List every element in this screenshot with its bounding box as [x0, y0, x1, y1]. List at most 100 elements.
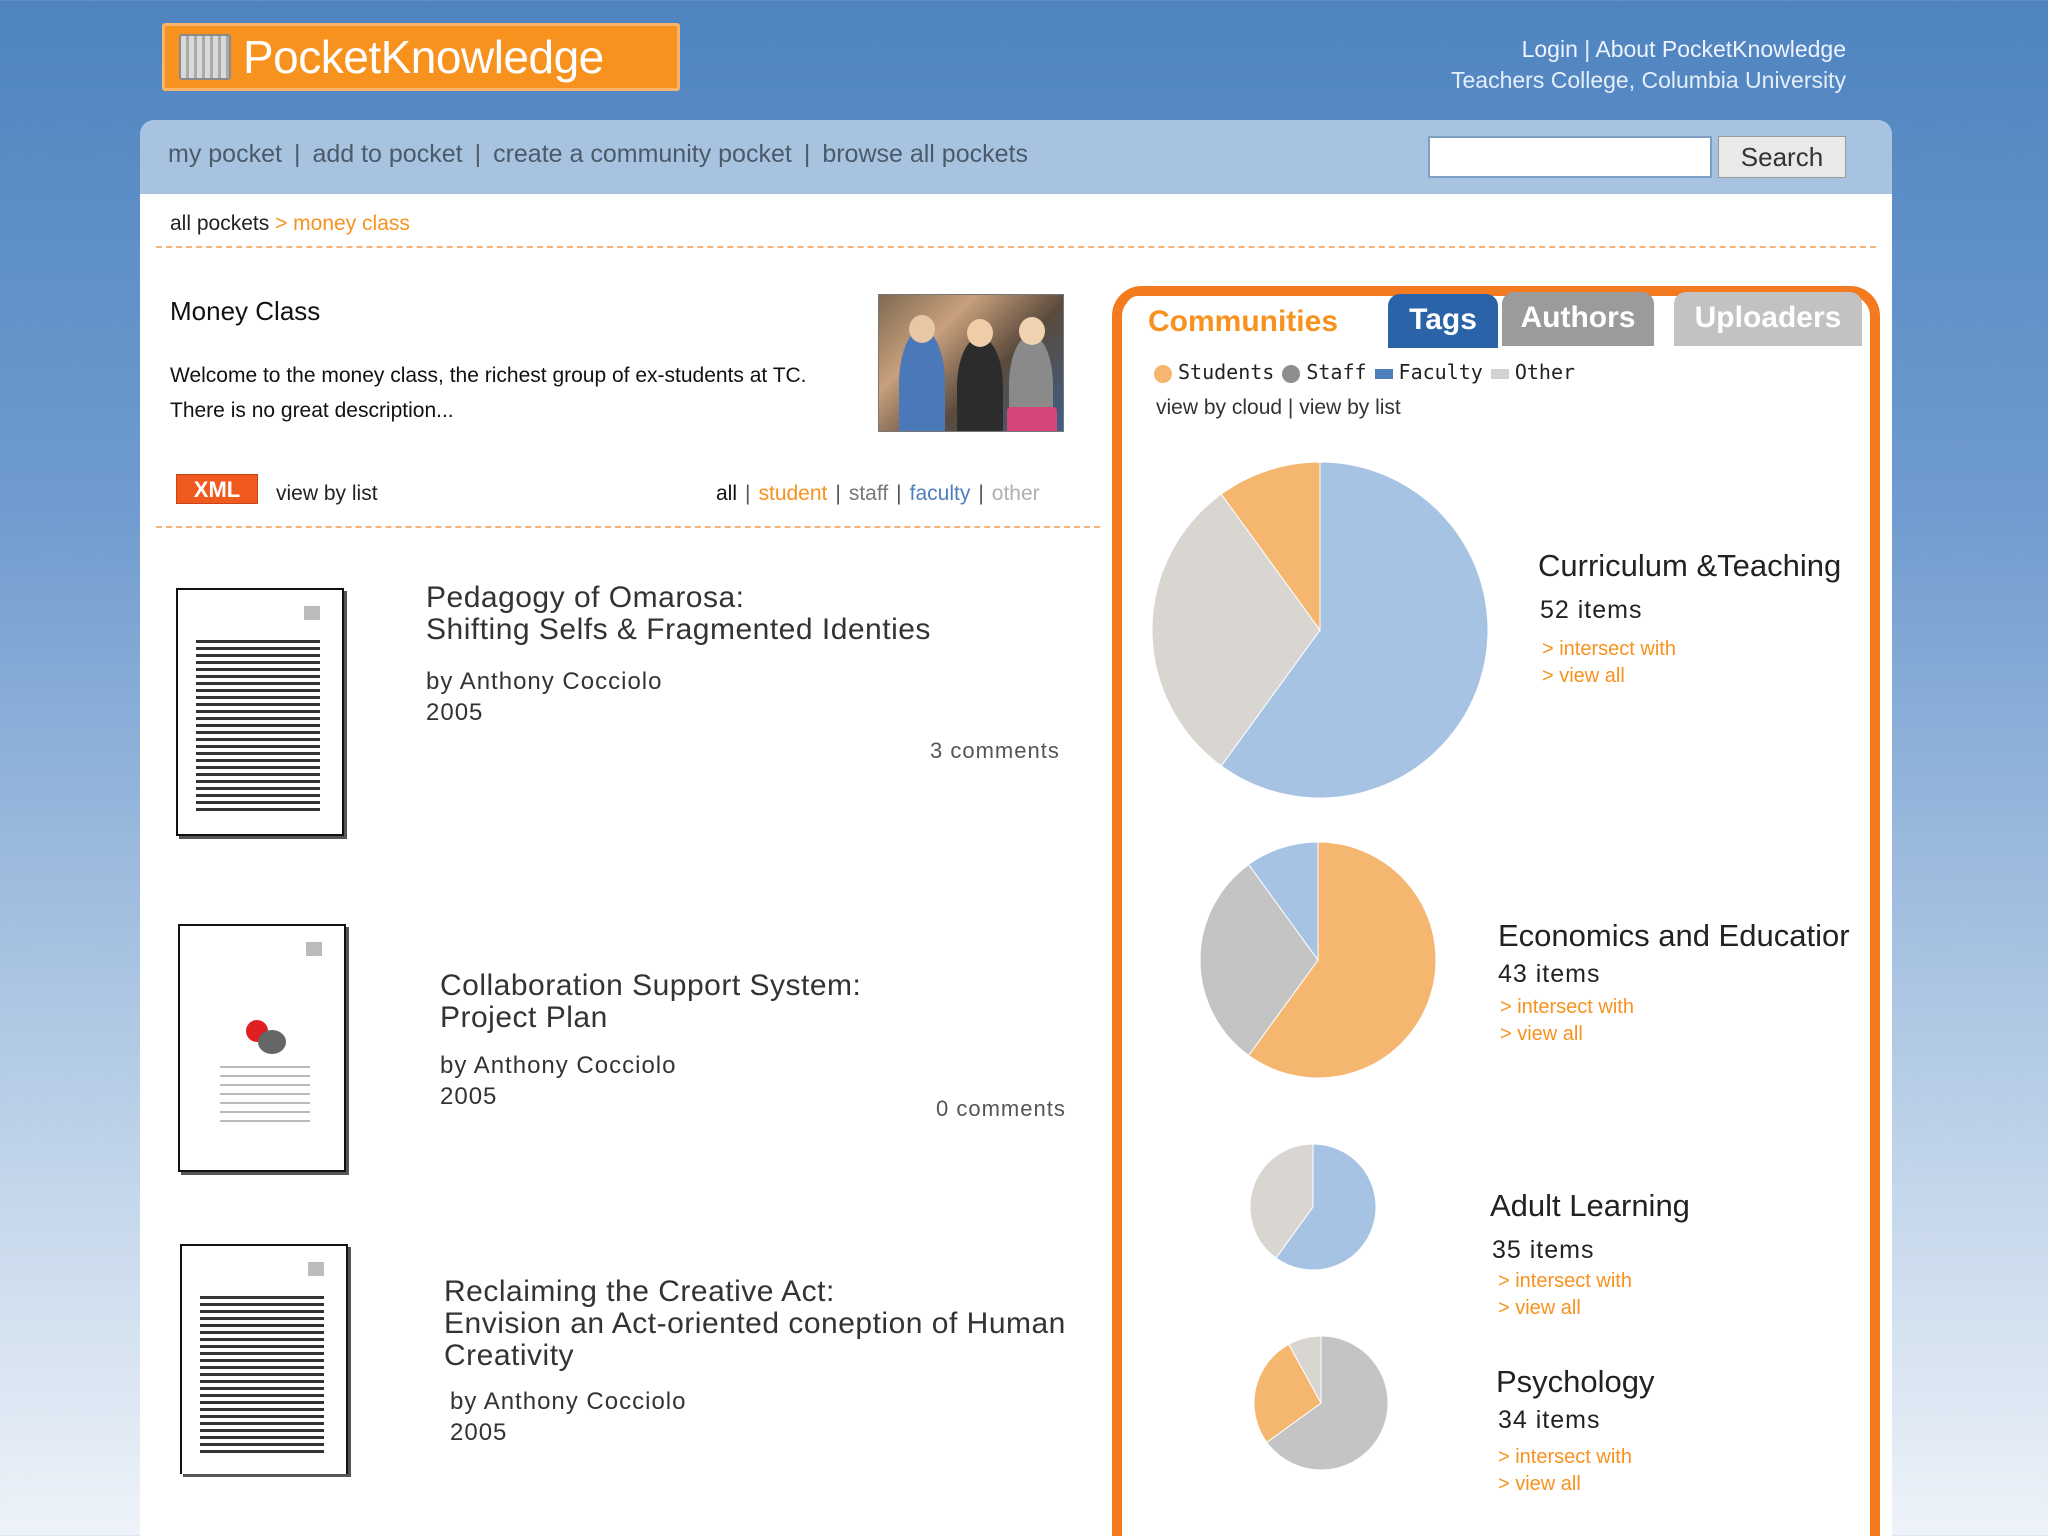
nav-browse-all-pockets[interactable]: browse all pockets — [822, 140, 1028, 168]
login-link[interactable]: Login — [1521, 36, 1578, 62]
document-thumbnail[interactable] — [178, 924, 346, 1172]
intersect-with-link[interactable]: > intersect with — [1498, 1270, 1632, 1292]
legend-faculty: Faculty — [1374, 360, 1483, 384]
nav-links: my pocket | add to pocket | create a com… — [168, 140, 1028, 169]
intersect-with-link[interactable]: > intersect with — [1542, 638, 1676, 660]
pie-slice-staff — [1199, 863, 1319, 1057]
pie-slice-students — [1247, 841, 1437, 1079]
document-meta: by Anthony Cocciolo 2005 — [426, 666, 662, 728]
pie-slice-faculty — [1220, 461, 1489, 799]
logo-text: PocketKnowledge — [243, 31, 604, 83]
filter-all[interactable]: all — [716, 482, 738, 505]
community-name[interactable]: Adult Learning — [1490, 1188, 1690, 1223]
document-title[interactable]: Reclaiming the Creative Act: Envision an… — [444, 1276, 1066, 1372]
document-author: by Anthony Cocciolo — [426, 668, 663, 695]
tab-uploaders[interactable]: Uploaders — [1674, 292, 1862, 346]
view-by-cloud-link[interactable]: view by cloud — [1156, 396, 1283, 419]
document-title-line: Reclaiming the Creative Act: — [444, 1275, 835, 1308]
document-meta: by Anthony Cocciolo 2005 — [440, 1050, 676, 1112]
xml-feed-button[interactable]: XML — [176, 474, 258, 504]
filter-staff[interactable]: staff — [848, 482, 889, 505]
filter-student[interactable]: student — [758, 482, 828, 505]
breadcrumb: all pockets > money class — [170, 212, 410, 236]
document-comments[interactable]: 0 comments — [936, 1096, 1066, 1121]
search-input[interactable] — [1428, 136, 1712, 178]
about-link[interactable]: About PocketKnowledge — [1595, 36, 1846, 62]
document-title-line: Collaboration Support System: — [440, 969, 862, 1002]
main-panel: all pockets > money class Money Class We… — [140, 194, 1892, 1536]
view-all-link[interactable]: > view all — [1542, 665, 1625, 687]
nav-separator: | — [293, 140, 301, 168]
tab-tags[interactable]: Tags — [1388, 294, 1498, 348]
pie-slice-faculty — [1247, 841, 1319, 962]
top-links: Login | About PocketKnowledge Teachers C… — [1451, 34, 1846, 96]
community-pie-chart[interactable] — [1252, 1334, 1390, 1472]
pie-slice-other — [1249, 1143, 1314, 1259]
legend-other: Other — [1490, 360, 1576, 384]
community-item-count: 52 items — [1540, 596, 1643, 624]
legend-label: Faculty — [1398, 360, 1483, 384]
breadcrumb-arrow: > — [275, 212, 288, 235]
filter-separator: | — [896, 482, 902, 505]
view-mode-separator: | — [1287, 396, 1294, 419]
intersect-with-link[interactable]: > intersect with — [1498, 1446, 1632, 1468]
logo[interactable]: PocketKnowledge — [162, 23, 680, 91]
pie-slice-other — [1288, 1335, 1322, 1404]
legend-label: Other — [1514, 360, 1576, 384]
legend-label: Staff — [1306, 360, 1367, 384]
filter-faculty[interactable]: faculty — [909, 482, 971, 505]
community-pie-chart[interactable] — [1198, 840, 1438, 1080]
nav-my-pocket[interactable]: my pocket — [168, 140, 282, 168]
nav-add-to-pocket[interactable]: add to pocket — [312, 140, 463, 168]
pocket-description: Welcome to the money class, the richest … — [170, 358, 870, 428]
document-title-line: Pedagogy of Omarosa: — [426, 581, 745, 614]
search-button[interactable]: Search — [1718, 136, 1846, 178]
filter-separator: | — [835, 482, 841, 505]
filter-other[interactable]: other — [991, 482, 1040, 505]
institution-name: Teachers College, Columbia University — [1451, 67, 1846, 93]
pie-slice-students — [1220, 461, 1321, 632]
community-name[interactable]: Curriculum &Teaching — [1538, 548, 1842, 583]
view-all-link[interactable]: > view all — [1498, 1473, 1581, 1495]
tab-communities[interactable]: Communities — [1126, 296, 1360, 350]
pie-slice-other — [1151, 493, 1321, 767]
view-all-link[interactable]: > view all — [1498, 1297, 1581, 1319]
community-name[interactable]: Economics and Educatior — [1498, 918, 1850, 953]
document-thumbnail[interactable] — [180, 1244, 348, 1474]
community-pie-chart[interactable] — [1248, 1142, 1378, 1272]
document-year: 2005 — [440, 1083, 498, 1110]
description-line: Welcome to the money class, the richest … — [170, 364, 807, 387]
document-year: 2005 — [426, 699, 484, 726]
community-links: > intersect with > view all — [1542, 636, 1676, 690]
nav-bar: my pocket | add to pocket | create a com… — [140, 120, 1892, 194]
filter-separator: | — [978, 482, 984, 505]
page-title: Money Class — [170, 296, 321, 326]
document-author: by Anthony Cocciolo — [440, 1052, 677, 1079]
view-mode-links: view by cloud | view by list — [1156, 396, 1401, 420]
divider — [156, 526, 1100, 528]
community-item-count: 35 items — [1492, 1236, 1595, 1264]
document-year: 2005 — [450, 1419, 508, 1446]
circle-icon — [1154, 364, 1172, 383]
document-title[interactable]: Pedagogy of Omarosa: Shifting Selfs & Fr… — [426, 582, 931, 646]
tab-authors[interactable]: Authors — [1502, 292, 1654, 346]
document-title-line: Project Plan — [440, 1001, 608, 1034]
community-links: > intersect with > view all — [1498, 1444, 1632, 1498]
breadcrumb-all-pockets[interactable]: all pockets — [170, 212, 270, 235]
community-links: > intersect with > view all — [1500, 994, 1634, 1048]
view-by-list-link[interactable]: view by list — [1299, 396, 1401, 419]
intersect-with-link[interactable]: > intersect with — [1500, 996, 1634, 1018]
document-title[interactable]: Collaboration Support System: Project Pl… — [440, 970, 861, 1034]
document-thumbnail[interactable] — [176, 588, 344, 836]
document-comments[interactable]: 3 comments — [930, 738, 1060, 763]
filter-separator: | — [745, 482, 751, 505]
document-title-line: Envision an Act-oriented coneption of Hu… — [444, 1307, 1066, 1340]
pocket-photo — [878, 294, 1064, 432]
community-name[interactable]: Psychology — [1496, 1364, 1655, 1399]
nav-create-community-pocket[interactable]: create a community pocket — [493, 140, 792, 168]
view-all-link[interactable]: > view all — [1500, 1023, 1583, 1045]
legend-staff: Staff — [1282, 360, 1367, 384]
community-item-count: 34 items — [1498, 1406, 1601, 1434]
community-pie-chart[interactable] — [1150, 460, 1490, 800]
view-by-list-link[interactable]: view by list — [276, 482, 378, 505]
